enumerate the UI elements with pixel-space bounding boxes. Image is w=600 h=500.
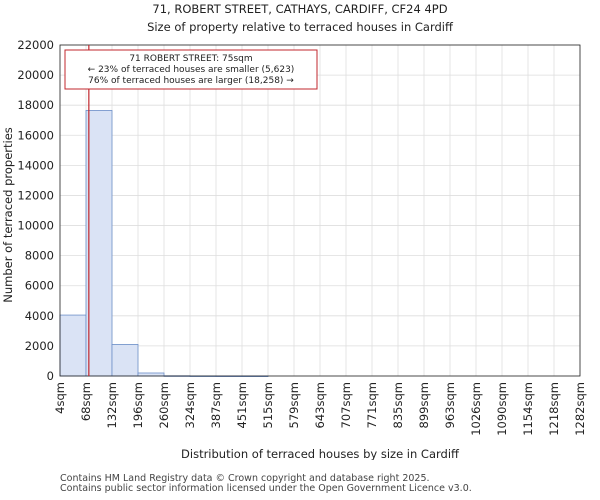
x-tick-label: 260sqm <box>157 382 171 428</box>
x-tick-label: 835sqm <box>391 382 405 428</box>
x-tick-label: 1090sqm <box>495 382 509 436</box>
x-tick-label: 771sqm <box>365 382 379 428</box>
annotation-line1: 71 ROBERT STREET: 75sqm <box>129 54 252 64</box>
footer-line1: Contains HM Land Registry data © Crown c… <box>60 473 430 484</box>
annotation-line2: ← 23% of terraced houses are smaller (5,… <box>88 65 295 75</box>
y-tick-label: 20000 <box>17 68 54 82</box>
y-tick-label: 2000 <box>25 339 54 353</box>
plot-frame <box>59 44 581 377</box>
y-axis-label: Number of terraced properties <box>1 127 15 303</box>
footer-line2: Contains public sector information licen… <box>60 483 472 494</box>
y-tick-label: 0 <box>47 369 54 383</box>
x-tick-label: 1026sqm <box>469 382 483 436</box>
x-tick-label: 196sqm <box>131 382 145 428</box>
y-tick-label: 4000 <box>25 309 54 323</box>
x-tick-label: 1218sqm <box>547 382 561 436</box>
x-tick-label: 132sqm <box>105 382 119 428</box>
x-tick-label: 707sqm <box>339 382 353 428</box>
x-tick-label: 1282sqm <box>573 382 587 436</box>
y-tick-label: 16000 <box>17 128 54 142</box>
x-tick-label: 515sqm <box>261 382 275 428</box>
y-tick-label: 6000 <box>25 279 54 293</box>
histogram-bar <box>85 110 113 377</box>
x-tick-label: 963sqm <box>443 382 457 428</box>
chart-title-line2: Size of property relative to terraced ho… <box>147 20 454 34</box>
y-tick-labels: 0 2000 4000 6000 8000 10000 12000 14000 16000 180… <box>17 38 54 383</box>
x-tick-label: 899sqm <box>417 382 431 428</box>
x-tick-label: 4sqm <box>53 382 67 414</box>
y-tick-label: 22000 <box>17 38 54 52</box>
x-tick-label: 451sqm <box>235 382 249 428</box>
annotation-box: 71 ROBERT STREET: 75sqm ← 23% of terrace… <box>64 49 318 90</box>
histogram-bar <box>111 344 139 377</box>
y-tick-label: 18000 <box>17 98 54 112</box>
chart-title-line1: 71, ROBERT STREET, CATHAYS, CARDIFF, CF2… <box>152 2 447 16</box>
grid-lines <box>59 44 581 377</box>
histogram-chart: 71, ROBERT STREET, CATHAYS, CARDIFF, CF2… <box>1 2 587 460</box>
histogram-bar <box>59 314 87 377</box>
x-tick-labels: 4sqm 68sqm 132sqm 196sqm 260sqm 324sqm 387sqm 4… <box>53 382 587 436</box>
y-tick-label: 12000 <box>17 188 54 202</box>
x-axis-label: Distribution of terraced houses by size … <box>181 447 460 460</box>
y-tick-label: 10000 <box>17 219 54 233</box>
x-tick-label: 387sqm <box>209 382 223 428</box>
y-tick-label: 14000 <box>17 158 54 172</box>
annotation-line3: 76% of terraced houses are larger (18,25… <box>88 76 294 86</box>
x-tick-label: 643sqm <box>313 382 327 428</box>
annotation-border <box>64 49 318 90</box>
bars <box>59 110 269 377</box>
histogram-bar <box>137 372 165 377</box>
x-tick-label: 68sqm <box>79 382 93 421</box>
y-tick-label: 8000 <box>25 249 54 263</box>
x-tick-label: 579sqm <box>287 382 301 428</box>
x-tick-label: 324sqm <box>183 382 197 428</box>
x-tick-label: 1154sqm <box>521 382 535 436</box>
